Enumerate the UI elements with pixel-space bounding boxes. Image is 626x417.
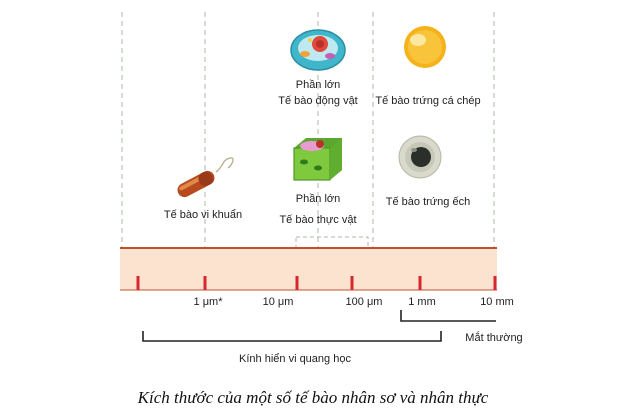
animal-cell-icon [290,29,346,71]
frog-egg-label: Tế bào trứng ếch [386,196,470,208]
naked-eye-label: Mắt thường [465,331,522,344]
fish-egg-icon [404,26,446,68]
fish-egg-label: Tế bào trứng cá chép [375,95,480,107]
bacterium-icon [177,157,234,198]
frog-egg-icon [398,135,442,179]
scale-band [120,247,497,291]
naked-eye-bracket [400,310,496,322]
tick-label: 1 μm* [194,296,224,308]
tick-label: 100 μm [346,296,383,308]
light-microscope-bracket [142,331,442,342]
plant-cell-icon [293,138,342,181]
figure-caption: Kích thước của một số tế bào nhân sơ và … [137,388,489,407]
animal-cell-label-line2: Tế bào động vật [278,95,358,107]
plant-cell-label-line1: Phần lớn [296,193,341,205]
bacterium-label: Tế bào vi khuẩn [164,209,242,221]
plant-cell-size-box [295,236,369,249]
naked-eye-range: Mắt thường [400,310,523,344]
tick-label: 10 mm [480,296,514,308]
tick-label: 10 μm [263,296,294,308]
scale-tick-labels: 1 μm* 10 μm 100 μm 1 mm 10 mm [194,296,514,308]
animal-cell-label-line1: Phần lớn [296,79,341,91]
tick-label: 1 mm [408,296,436,308]
light-microscope-range: Kính hiển vi quang học [142,331,442,365]
scale-ticks [136,276,497,290]
light-microscope-label: Kính hiển vi quang học [239,353,351,365]
plant-cell-label-line2: Tế bào thực vật [279,214,356,226]
